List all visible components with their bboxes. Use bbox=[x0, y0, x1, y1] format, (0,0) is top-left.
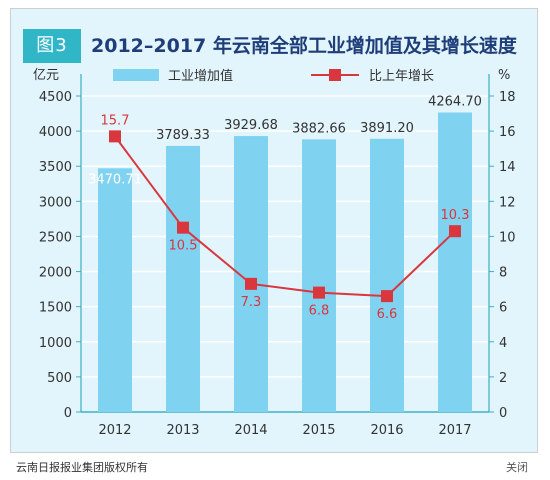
bar-value-label: 3891.20 bbox=[360, 121, 414, 136]
y-left-tick-label: 0 bbox=[64, 406, 72, 421]
legend-label-line: 比上年增长 bbox=[369, 69, 434, 84]
bar bbox=[370, 138, 404, 412]
growth-line bbox=[114, 135, 456, 298]
y-right-tick-label: 12 bbox=[499, 195, 516, 210]
y-left-tick-label: 2500 bbox=[39, 230, 72, 245]
growth-marker bbox=[177, 221, 189, 234]
bar-value-label: 3882.66 bbox=[292, 121, 346, 136]
y-left-tick-label: 2000 bbox=[39, 266, 72, 281]
bar bbox=[166, 145, 200, 412]
bar-value-label: 3789.33 bbox=[156, 128, 210, 143]
legend-swatch-marker bbox=[329, 69, 341, 81]
figure-title: 2012–2017 年云南全部工业增加值及其增长速度 bbox=[91, 35, 517, 57]
y-left-tick-label: 3500 bbox=[39, 160, 72, 175]
y-right-tick-label: 6 bbox=[499, 301, 507, 316]
y-left-tick-label: 3000 bbox=[39, 195, 72, 210]
growth-marker bbox=[449, 225, 461, 238]
combo-chart: 0 0 500 2 1000 4 1500 6 2000 8 2500 10 3000 12 3500 14 4… bbox=[33, 68, 516, 438]
growth-value-label: 7.3 bbox=[241, 295, 262, 310]
y-left-tick-label: 1000 bbox=[39, 336, 72, 351]
x-tick-label: 2016 bbox=[370, 423, 403, 438]
growth-value-label: 10.3 bbox=[441, 208, 470, 223]
figure-badge: 图3 bbox=[23, 29, 81, 63]
y-right-unit-label: % bbox=[498, 68, 510, 83]
x-tick-label: 2015 bbox=[302, 423, 335, 438]
growth-marker bbox=[313, 286, 325, 299]
y-right-tick-label: 10 bbox=[499, 230, 516, 245]
growth-value-label: 6.8 bbox=[309, 304, 330, 319]
y-left-tick-label: 4500 bbox=[39, 90, 72, 105]
y-right-tick-label: 18 bbox=[499, 90, 516, 105]
copyright-notice: 云南日报报业集团版权所有 bbox=[16, 461, 148, 474]
growth-value-label: 6.6 bbox=[377, 307, 398, 322]
figure-panel: 图3 2012–2017 年云南全部工业增加值及其增长速度 0 0 500 2 1000… bbox=[10, 8, 538, 453]
y-right-tick-label: 16 bbox=[499, 125, 516, 140]
y-right-tick-label: 8 bbox=[499, 266, 507, 281]
bar bbox=[98, 168, 132, 412]
y-right-tick-label: 0 bbox=[499, 406, 507, 421]
legend-label-bar: 工业增加值 bbox=[168, 68, 233, 84]
growth-marker bbox=[109, 130, 121, 143]
x-tick-label: 2012 bbox=[98, 423, 131, 438]
close-link[interactable]: 关闭 bbox=[506, 461, 528, 474]
x-tick-label: 2014 bbox=[234, 423, 267, 438]
legend-swatch-bar bbox=[113, 69, 159, 81]
growth-value-label: 15.7 bbox=[101, 113, 130, 128]
y-left-tick-label: 4000 bbox=[39, 125, 72, 140]
growth-marker bbox=[245, 277, 257, 290]
y-right-tick-label: 4 bbox=[499, 336, 507, 351]
bar bbox=[438, 112, 472, 413]
growth-value-label: 10.5 bbox=[169, 239, 198, 254]
y-right-tick-label: 14 bbox=[499, 160, 516, 175]
growth-marker bbox=[381, 290, 393, 303]
bar-value-label: 4264.70 bbox=[428, 95, 482, 110]
bar bbox=[302, 139, 336, 412]
x-tick-label: 2013 bbox=[166, 423, 199, 438]
x-tick-label: 2017 bbox=[438, 423, 471, 438]
y-left-unit-label: 亿元 bbox=[33, 68, 59, 83]
y-left-tick-label: 1500 bbox=[39, 301, 72, 316]
y-left-tick-label: 500 bbox=[47, 371, 72, 386]
y-right-tick-label: 2 bbox=[499, 371, 507, 386]
bar-value-label: 3929.68 bbox=[224, 118, 278, 133]
bar-value-label: 3470.71 bbox=[88, 172, 142, 187]
